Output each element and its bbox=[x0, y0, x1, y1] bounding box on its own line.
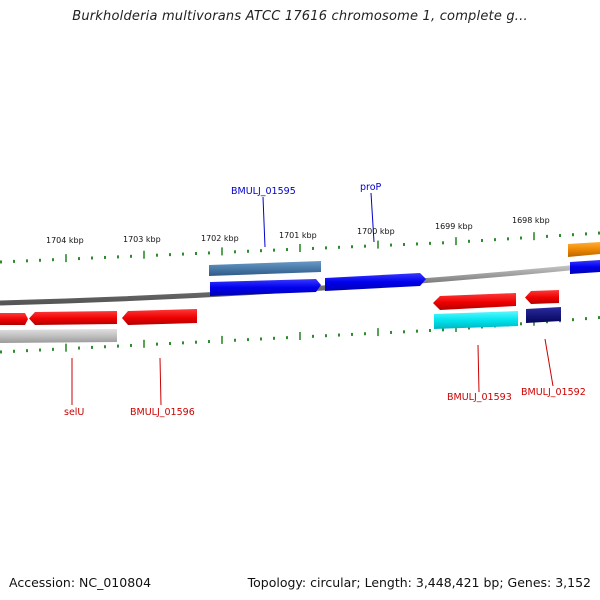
gene-label-BMULJ_01596[interactable]: BMULJ_01596 bbox=[130, 407, 195, 418]
leader-BMULJ_01596 bbox=[159, 357, 162, 406]
gene-feature-BMULJ_01593[interactable] bbox=[433, 293, 516, 310]
leader-BMULJ_01595 bbox=[262, 196, 266, 248]
gene-feature-left-red[interactable] bbox=[0, 313, 28, 325]
leader-BMULJ_01592 bbox=[544, 338, 554, 387]
scale-label-1700: 1700 kbp bbox=[357, 227, 395, 236]
gene-feature-BMULJ_01592[interactable] bbox=[525, 290, 559, 304]
gene-feature-BMULJ_01596[interactable] bbox=[122, 309, 197, 325]
reverse-strand-features bbox=[0, 290, 561, 343]
gene-feature-proP[interactable] bbox=[325, 273, 426, 291]
leader-BMULJ_01593 bbox=[477, 344, 480, 393]
gene-feature-BMULJ_01595-upper[interactable] bbox=[209, 261, 321, 276]
genome-summary-text: Topology: circular; Length: 3,448,421 bp… bbox=[247, 575, 591, 590]
gene-labels: BMULJ_01595 proP selU BMULJ_01596 BMULJ_… bbox=[64, 182, 586, 418]
gene-label-selU[interactable]: selU bbox=[64, 407, 84, 418]
forward-strand-features bbox=[209, 242, 600, 296]
gene-feature-BMULJ_01595[interactable] bbox=[210, 279, 321, 296]
scale-label-1703: 1703 kbp bbox=[123, 235, 161, 244]
gene-label-proP[interactable]: proP bbox=[360, 182, 382, 193]
scale-labels: 1704 kbp 1703 kbp 1702 kbp 1701 kbp 1700… bbox=[46, 216, 550, 245]
gene-feature-orange[interactable] bbox=[568, 242, 600, 257]
label-leader-lines bbox=[71, 192, 554, 406]
gene-label-BMULJ_01595[interactable]: BMULJ_01595 bbox=[231, 186, 296, 197]
leader-proP bbox=[370, 192, 375, 243]
scale-label-1704: 1704 kbp bbox=[46, 236, 84, 245]
outer-tick-track bbox=[0, 231, 600, 264]
gene-feature-selU[interactable] bbox=[29, 311, 117, 325]
scale-label-1701: 1701 kbp bbox=[279, 231, 317, 240]
gene-label-BMULJ_01593[interactable]: BMULJ_01593 bbox=[447, 392, 512, 403]
accession-text: Accession: NC_010804 bbox=[9, 575, 152, 590]
gene-feature-BMULJ_01593-cyan[interactable] bbox=[434, 311, 518, 329]
map-title: Burkholderia multivorans ATCC 17616 chro… bbox=[72, 9, 528, 24]
gene-feature-gray[interactable] bbox=[0, 329, 117, 343]
scale-label-1699: 1699 kbp bbox=[435, 222, 473, 231]
gene-feature-BMULJ_01592-navy[interactable] bbox=[526, 307, 561, 323]
scale-label-1702: 1702 kbp bbox=[201, 234, 239, 243]
gene-label-BMULJ_01592[interactable]: BMULJ_01592 bbox=[521, 387, 586, 398]
gene-feature-blue-right[interactable] bbox=[570, 260, 600, 274]
scale-label-1698: 1698 kbp bbox=[512, 216, 550, 225]
